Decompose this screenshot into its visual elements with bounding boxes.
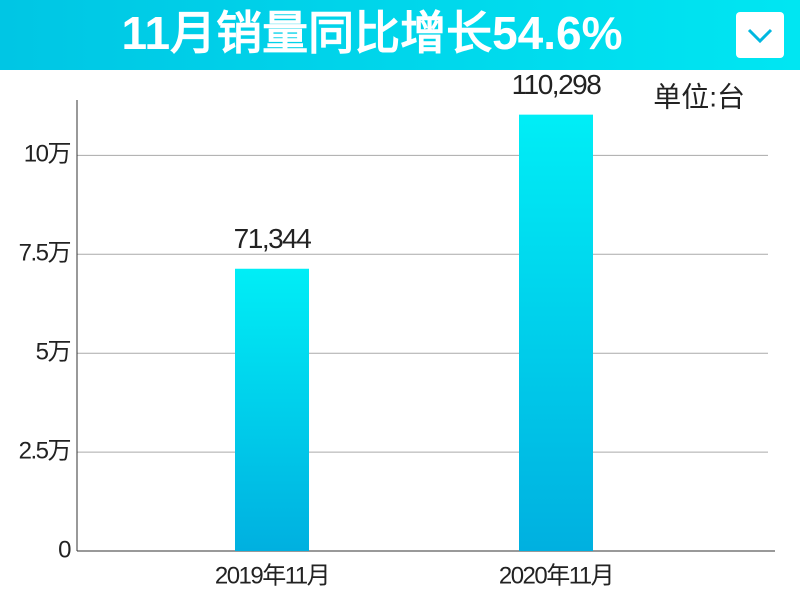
y-tick-label: 10万 (24, 141, 71, 168)
unit-label: 单位:台 (653, 81, 745, 112)
y-tick-label: 2.5万 (19, 437, 71, 464)
value-label: 71,344 (234, 223, 312, 254)
title-banner (0, 0, 800, 70)
bar (519, 114, 593, 551)
dropdown-button[interactable] (736, 12, 784, 58)
y-tick-label: 5万 (36, 339, 71, 366)
y-tick-label: 7.5万 (19, 240, 71, 267)
x-tick-label: 2020年11月 (499, 562, 613, 589)
y-tick-label: 0 (58, 536, 71, 563)
chart-title: 11月销量同比增长54.6% (121, 7, 622, 59)
x-tick-label: 2019年11月 (215, 562, 329, 589)
value-label: 110,298 (512, 69, 602, 100)
bar (235, 268, 309, 551)
